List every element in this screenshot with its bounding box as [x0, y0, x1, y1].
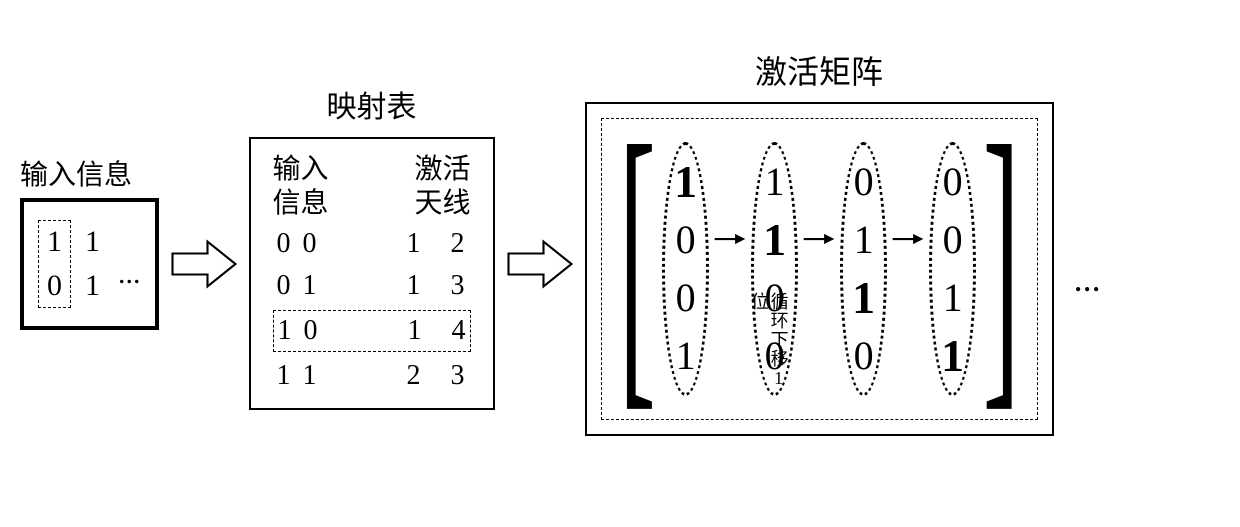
- mapping-box: 输入 信息 激活 天线 0012011310141123: [249, 137, 495, 410]
- input-col2: 1 1: [79, 221, 106, 307]
- matrix-cell: 0: [943, 220, 963, 260]
- small-arrow-icon: [891, 229, 925, 249]
- cell: 1: [277, 360, 291, 392]
- mapping-row: 1014: [273, 310, 471, 352]
- cell: 0: [304, 315, 318, 347]
- cell: 1: [303, 360, 317, 392]
- matrix-title: 激活矩阵: [755, 47, 883, 93]
- input-box: 1 0 1 1 ...: [20, 198, 159, 330]
- small-arrow-icon: [713, 229, 747, 249]
- small-arrow-icon: [802, 229, 836, 249]
- cell: 3: [451, 270, 465, 302]
- matrix-cell: 1: [765, 162, 785, 202]
- mapping-rows: 0012011310141123: [273, 226, 471, 394]
- matrix-column: 0 0 1 1: [929, 142, 976, 396]
- cell: 1: [408, 315, 422, 347]
- cell: 1: [407, 228, 421, 260]
- matrix-cell: 0: [943, 162, 963, 202]
- matrix-cell: 0: [676, 220, 696, 260]
- cell: 2: [407, 360, 421, 392]
- matrix-cell: 1: [676, 336, 696, 376]
- input-info-block: 输入信息 1 0 1 1 ...: [20, 198, 159, 330]
- matrix-column: 0 1 1 0: [840, 142, 887, 396]
- cell: 0: [47, 269, 62, 303]
- shift-label: 循环下移1位: [748, 292, 788, 396]
- header-text: 信息: [273, 187, 329, 221]
- mapping-header-right: 激活 天线: [414, 153, 470, 220]
- cell: 1: [303, 270, 317, 302]
- matrix-outer-box: [ 1001110001100011循环下移1位 ]: [585, 102, 1054, 436]
- matrix-column: 1 0 0 1: [662, 142, 709, 396]
- cell: 0: [277, 270, 291, 302]
- matrix-cell: 0: [854, 336, 874, 376]
- matrix-columns: 1001110001100011循环下移1位: [662, 142, 976, 396]
- matrix-cell: 1: [943, 278, 963, 318]
- matrix-cell: 1: [941, 336, 964, 376]
- cell: 0: [277, 228, 291, 260]
- bracket-left-icon: [: [618, 123, 655, 395]
- header-text: 输入: [273, 153, 329, 187]
- cell: 1: [85, 225, 100, 259]
- header-text: 天线: [414, 187, 470, 221]
- mapping-title: 映射表: [327, 82, 417, 126]
- cell: 1: [407, 270, 421, 302]
- trailing-ellipsis: ...: [1074, 258, 1101, 300]
- matrix-cell: 1: [763, 220, 786, 260]
- matrix-cell: 1: [854, 220, 874, 260]
- arrow-1-icon: [169, 234, 239, 294]
- cell: 4: [452, 315, 466, 347]
- cell: 3: [451, 360, 465, 392]
- mapping-row: 11 23: [273, 358, 471, 394]
- arrow-2-icon: [505, 234, 575, 294]
- input-col1: 1 0: [38, 220, 71, 308]
- mapping-table-block: 映射表 输入 信息 激活 天线 0012011310141123: [249, 137, 495, 410]
- cell: 1: [47, 225, 62, 259]
- mapping-row: 00 12: [273, 226, 471, 262]
- mapping-row: 0113: [273, 268, 471, 304]
- activation-matrix-block: 激活矩阵 [ 1001110001100011循环下移1位 ]: [585, 102, 1054, 436]
- matrix-cell: 1: [852, 278, 875, 318]
- cell: 0: [303, 228, 317, 260]
- matrix-cell: 1: [674, 162, 697, 202]
- matrix-dashed-box: [ 1001110001100011循环下移1位 ]: [601, 118, 1038, 420]
- matrix-cell: 0: [854, 162, 874, 202]
- input-title: 输入信息: [20, 153, 132, 193]
- mapping-headers: 输入 信息 激活 天线: [273, 153, 471, 220]
- header-text: 激活: [414, 153, 470, 187]
- cell: 2: [451, 228, 465, 260]
- matrix-cell: 0: [676, 278, 696, 318]
- cell: 1: [278, 315, 292, 347]
- cell: 1: [85, 269, 100, 303]
- ellipsis: ...: [118, 257, 141, 291]
- bracket-right-icon: ]: [983, 123, 1020, 395]
- mapping-header-left: 输入 信息: [273, 153, 329, 220]
